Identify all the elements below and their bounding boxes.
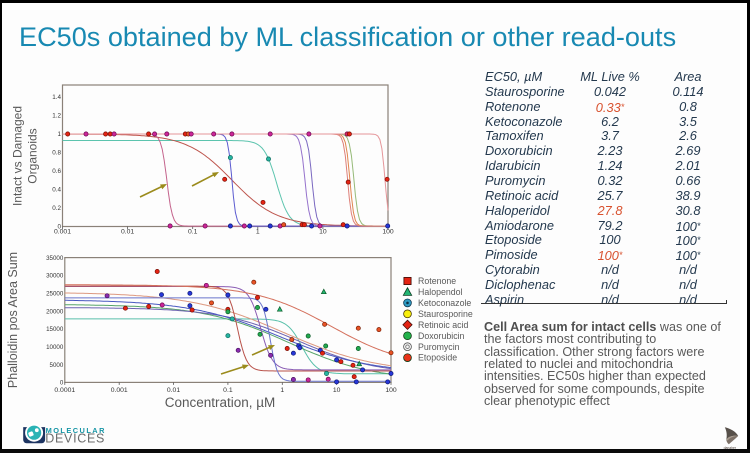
svg-text:Phalloidin pos Area Sum: Phalloidin pos Area Sum xyxy=(6,252,20,388)
svg-text:100: 100 xyxy=(382,229,394,236)
svg-text:Ketoconazole: Ketoconazole xyxy=(418,298,471,308)
svg-text:5000: 5000 xyxy=(50,362,64,369)
svg-text:danaher: danaher xyxy=(724,446,737,450)
svg-text:0: 0 xyxy=(60,380,64,387)
svg-text:Halopendol: Halopendol xyxy=(418,287,463,297)
svg-text:20000: 20000 xyxy=(46,308,64,315)
svg-text:10: 10 xyxy=(333,387,341,394)
svg-text:Concentration, µM: Concentration, µM xyxy=(165,395,276,410)
svg-text:10000: 10000 xyxy=(46,344,64,351)
svg-text:1: 1 xyxy=(57,131,61,138)
svg-text:0.1: 0.1 xyxy=(223,387,233,394)
svg-text:Rotenone: Rotenone xyxy=(418,276,456,286)
svg-text:0.01: 0.01 xyxy=(121,229,134,236)
svg-text:Etoposide: Etoposide xyxy=(418,353,457,363)
svg-text:0.01: 0.01 xyxy=(167,387,180,394)
svg-text:Retinoic acid: Retinoic acid xyxy=(418,320,468,330)
svg-text:Organoids: Organoids xyxy=(26,128,40,183)
svg-text:10: 10 xyxy=(319,229,327,236)
svg-text:15000: 15000 xyxy=(46,326,64,333)
svg-text:25000: 25000 xyxy=(46,291,64,298)
svg-text:MOLECULAR: MOLECULAR xyxy=(46,426,106,435)
svg-text:1: 1 xyxy=(280,387,284,394)
svg-text:Intact vs Damaged: Intact vs Damaged xyxy=(11,106,25,206)
svg-text:0.1: 0.1 xyxy=(188,229,198,236)
svg-text:0.8: 0.8 xyxy=(52,150,61,157)
svg-text:0.6: 0.6 xyxy=(52,168,61,175)
svg-text:DEVICES: DEVICES xyxy=(45,431,105,445)
svg-text:0.001: 0.001 xyxy=(111,387,128,394)
svg-text:Staurosporine: Staurosporine xyxy=(418,309,473,319)
svg-text:Doxorubicin: Doxorubicin xyxy=(418,331,465,341)
svg-text:0.2: 0.2 xyxy=(52,205,61,212)
svg-text:0.4: 0.4 xyxy=(52,187,61,194)
svg-text:Puromycin: Puromycin xyxy=(418,342,460,352)
svg-text:0.0001: 0.0001 xyxy=(54,387,75,394)
svg-text:1.4: 1.4 xyxy=(52,94,61,101)
svg-text:1.2: 1.2 xyxy=(52,113,61,120)
svg-text:30000: 30000 xyxy=(46,273,64,280)
svg-text:0: 0 xyxy=(57,224,61,231)
svg-text:1: 1 xyxy=(256,229,260,236)
svg-text:35000: 35000 xyxy=(46,255,64,262)
svg-text:100: 100 xyxy=(385,387,397,394)
svg-text:0.001: 0.001 xyxy=(54,229,71,236)
